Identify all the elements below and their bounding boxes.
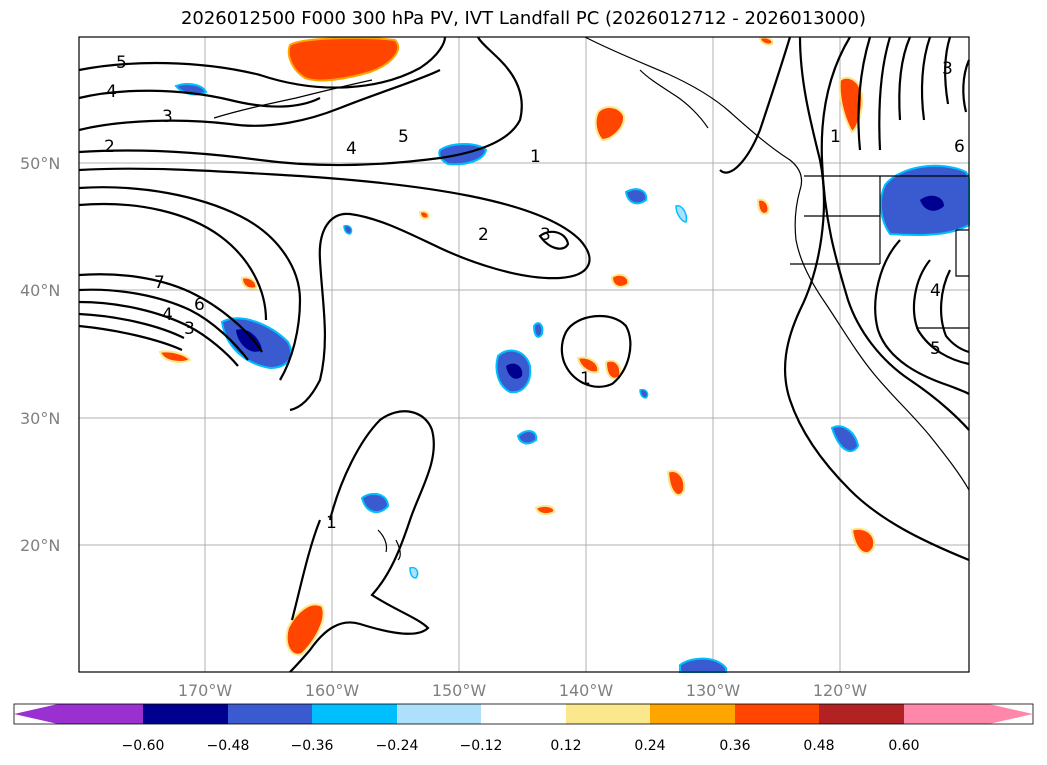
colorbar-bin <box>566 704 650 724</box>
lat-label: 50°N <box>20 154 60 173</box>
pv-shading <box>158 36 970 673</box>
colorbar: −0.60 −0.48 −0.36 −0.24 −0.12 0.12 0.24 … <box>13 703 1034 754</box>
contour-label: 5 <box>930 339 941 359</box>
colorbar-tick-label: 0.24 <box>634 738 665 754</box>
contour-label: 7 <box>154 273 165 293</box>
colorbar-bin <box>397 704 481 724</box>
contour-label: 5 <box>116 53 127 73</box>
colorbar-bin <box>481 704 566 724</box>
colorbar-tick-label: 0.12 <box>550 738 581 754</box>
lat-label: 20°N <box>20 536 60 555</box>
contour-label: 3 <box>184 319 195 339</box>
colorbar-bin <box>819 704 904 724</box>
contour-label: 4 <box>930 281 941 301</box>
latitude-labels: 50°N 40°N 30°N 20°N <box>20 154 60 555</box>
colorbar-bin <box>904 704 989 724</box>
contour-label: 1 <box>830 127 841 147</box>
contour-label: 5 <box>398 127 409 147</box>
colorbar-bin <box>650 704 735 724</box>
coastlines <box>213 36 970 561</box>
colorbar-bin <box>312 704 397 724</box>
contour-label: 1 <box>326 513 337 533</box>
colorbar-tick-label: −0.48 <box>207 738 250 754</box>
contour-label: 3 <box>162 107 173 127</box>
lat-label: 30°N <box>20 409 60 428</box>
lat-label: 40°N <box>20 281 60 300</box>
contour-label: 4 <box>346 139 357 159</box>
contour-label: 1 <box>530 147 541 167</box>
contour-label: 3 <box>942 59 953 79</box>
lon-label: 150°W <box>432 681 487 700</box>
contour-labels: 5 4 3 2 4 5 1 2 3 7 6 4 3 1 1 3 6 4 5 1 <box>104 53 965 533</box>
contour-label: 6 <box>194 295 205 315</box>
colorbar-tick-label: 0.60 <box>888 738 919 754</box>
colorbar-tick-label: −0.36 <box>291 738 334 754</box>
colorbar-tick-label: 0.36 <box>719 738 750 754</box>
colorbar-outline <box>13 703 1034 725</box>
ivt-contours <box>78 36 971 673</box>
contour-label: 1 <box>580 369 591 389</box>
map-title: 2026012500 F000 300 hPa PV, IVT Landfall… <box>180 8 867 29</box>
map-frame <box>78 36 970 673</box>
colorbar-tick-label: −0.60 <box>122 738 165 754</box>
colorbar-bin <box>143 704 228 724</box>
lon-label: 140°W <box>559 681 614 700</box>
colorbar-bin <box>228 704 312 724</box>
contour-label: 4 <box>162 305 173 325</box>
colorbar-tick-label: −0.12 <box>460 738 503 754</box>
longitude-labels: 170°W 160°W 150°W 140°W 130°W 120°W <box>178 681 868 700</box>
lon-label: 160°W <box>305 681 360 700</box>
colorbar-tick-label: −0.24 <box>376 738 419 754</box>
contour-label: 6 <box>954 137 965 157</box>
colorbar-tick-label: 0.48 <box>803 738 834 754</box>
colorbar-bin <box>58 704 143 724</box>
contour-label: 2 <box>478 225 489 245</box>
contour-label: 3 <box>540 225 551 245</box>
lon-label: 130°W <box>686 681 741 700</box>
colorbar-upper-extension <box>989 704 1033 724</box>
colorbar-lower-extension <box>14 704 58 724</box>
contour-label: 2 <box>104 137 115 157</box>
lon-label: 170°W <box>178 681 233 700</box>
lon-label: 120°W <box>813 681 868 700</box>
colorbar-bin <box>735 704 819 724</box>
contour-label: 4 <box>106 82 117 102</box>
